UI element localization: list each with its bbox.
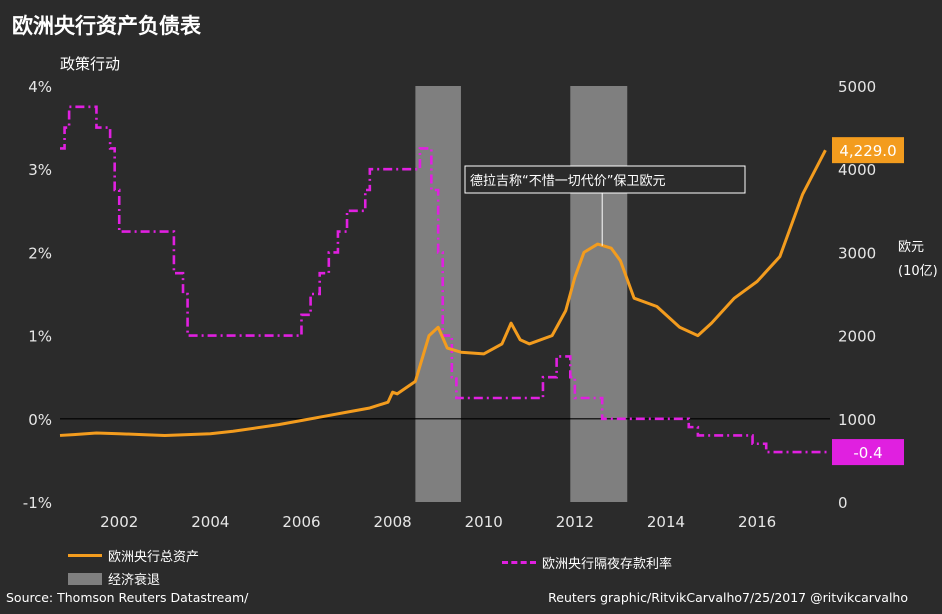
left-tick-label: 1%	[28, 328, 52, 346]
assets-end-label-box	[832, 137, 904, 164]
series-assets-line	[59, 149, 827, 437]
x-tick-label: 2010	[465, 513, 503, 531]
legend-recession-swatch	[68, 572, 102, 585]
left-tick-label: 0%	[28, 411, 52, 429]
legend-assets-swatch	[68, 554, 102, 557]
rate-end-label-box	[832, 439, 904, 466]
footer-credit: Reuters graphic/RitvikCarvalho7/25/2017 …	[548, 590, 908, 605]
legend-rate-swatch	[502, 561, 536, 564]
annotation-box	[464, 165, 746, 194]
right-axis-unit-line2: (10亿)	[898, 264, 938, 279]
legend-rate: 欧洲央行隔夜存款利率	[502, 553, 672, 572]
annotation-text: 德拉吉称“不惜一切代价”保卫欧元	[470, 174, 665, 189]
recession-band-2	[570, 86, 628, 502]
assets-end-label: 4,229.0	[839, 142, 896, 160]
legend-rate-label: 欧洲央行隔夜存款利率	[542, 557, 673, 572]
series-rate-line	[60, 105, 830, 454]
x-tick-label: 2014	[647, 513, 685, 531]
right-tick-label: 1000	[838, 411, 876, 429]
legend-recession: 经济衰退	[68, 569, 160, 588]
rate-end-label: -0.4	[853, 444, 882, 462]
left-tick-label: 3%	[28, 161, 52, 179]
left-tick-label: 4%	[28, 78, 52, 96]
legend-recession-label: 经济衰退	[108, 573, 161, 588]
right-axis-unit-line1: 欧元	[898, 240, 925, 255]
x-tick-label: 2016	[738, 513, 776, 531]
footer-source: Source: Thomson Reuters Datastream/	[6, 590, 249, 605]
x-tick-label: 2008	[374, 513, 412, 531]
right-tick-label: 5000	[838, 78, 876, 96]
recession-band-1	[415, 86, 461, 502]
left-tick-label: -1%	[23, 494, 52, 512]
right-tick-label: 3000	[838, 244, 876, 262]
legend-assets: 欧洲央行总资产	[68, 546, 199, 565]
left-tick-label: 2%	[28, 244, 52, 262]
x-tick-label: 2006	[282, 513, 320, 531]
right-tick-label: 2000	[838, 328, 876, 346]
x-tick-label: 2012	[556, 513, 594, 531]
right-tick-label: 4000	[838, 161, 876, 179]
x-tick-label: 2004	[191, 513, 229, 531]
chart-subtitle: 政策行动	[60, 55, 121, 73]
right-tick-label: 0	[838, 494, 848, 512]
legend-assets-label: 欧洲央行总资产	[108, 550, 200, 565]
x-tick-label: 2002	[100, 513, 138, 531]
chart-title: 欧洲央行资产负债表	[12, 14, 201, 38]
